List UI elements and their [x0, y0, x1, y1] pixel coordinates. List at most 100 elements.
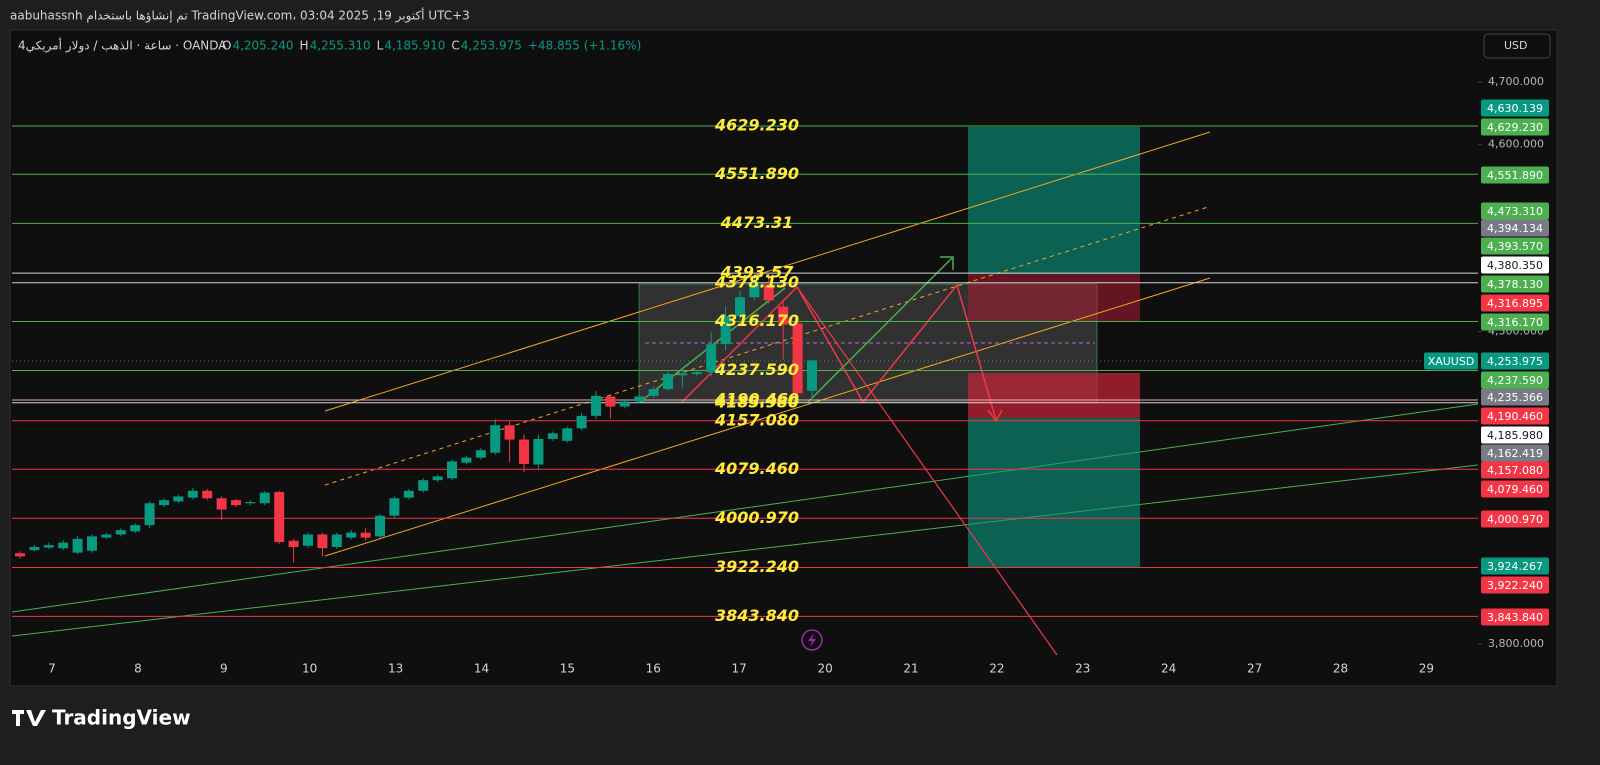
candle-body	[216, 498, 227, 510]
price-badge-label: 4,393.570	[1487, 240, 1543, 253]
event-icon[interactable]	[801, 629, 823, 651]
price-badge	[1481, 444, 1549, 462]
event-icon-bolt	[808, 633, 816, 647]
candle-body	[375, 515, 385, 537]
candle-body	[29, 546, 40, 551]
candle-body	[519, 439, 529, 464]
ohlc-legend: O 4,205.240 H 4,255.310 L 4,185.910 C 4,253.975…	[222, 39, 641, 53]
stop-zone	[968, 274, 1140, 322]
drawings	[11, 127, 1479, 656]
x-tick-label: 21	[903, 662, 918, 676]
x-tick-label: 22	[989, 662, 1004, 676]
wave-arrow	[681, 283, 997, 421]
candles	[15, 274, 817, 563]
price-badge	[1481, 576, 1549, 594]
candle-body	[389, 498, 400, 516]
x-tick-label: 20	[817, 662, 832, 676]
x-tick-label: 7	[48, 662, 56, 676]
price-badge-label: 4,253.975	[1487, 355, 1543, 368]
price-badge-label: 4,378.130	[1487, 278, 1543, 291]
candle-body	[72, 538, 83, 553]
candle-body	[43, 545, 54, 548]
currency-button[interactable]	[1483, 33, 1551, 59]
candle-body	[159, 500, 169, 506]
candle-body	[259, 492, 270, 504]
candle-body	[58, 542, 69, 549]
arrow-head	[940, 256, 954, 270]
candle-body	[360, 532, 371, 538]
trend-line	[11, 464, 1479, 637]
price-badge	[1481, 256, 1549, 274]
price-badge	[1481, 313, 1549, 331]
candle-body	[576, 415, 587, 429]
candle-body	[187, 490, 198, 498]
x-tick-label: 15	[560, 662, 575, 676]
target-zone	[968, 418, 1140, 568]
candle-body	[115, 530, 126, 535]
levels	[12, 125, 1478, 617]
candle-body	[202, 490, 213, 499]
candle-body	[231, 500, 241, 506]
y-tick-label: 4,600.000	[1488, 137, 1544, 150]
candle-body	[605, 396, 616, 407]
symbol: 4ساعة · الذهب / دولار أمريكي · OANDA	[18, 38, 227, 54]
x-tick-label: 27	[1247, 662, 1262, 676]
currency[interactable]: USD	[1504, 39, 1528, 52]
logo-mark	[12, 710, 46, 726]
level-label: 4629.230	[714, 116, 799, 135]
price-badge	[1481, 237, 1549, 255]
x-tick-label: 14	[474, 662, 489, 676]
candle-body	[778, 306, 789, 325]
candle-body	[461, 457, 472, 463]
x-tick-label: 13	[388, 662, 403, 676]
x-tick-label: 29	[1419, 662, 1434, 676]
ohlc-value: 4,185.910	[384, 39, 445, 53]
price-badge	[1481, 426, 1549, 444]
price-badge-label: 3,843.840	[1487, 611, 1543, 624]
ohlc-key: C	[451, 39, 459, 53]
price-badge-label: 4,000.970	[1487, 513, 1543, 526]
candle-body	[533, 438, 544, 465]
price-badge-label: 4,629.230	[1487, 121, 1543, 134]
candle-body	[591, 395, 601, 416]
price-badge	[1481, 461, 1549, 479]
projection-line	[796, 286, 1058, 656]
candle-body	[720, 315, 731, 345]
candle-body	[691, 372, 702, 375]
candle-body	[418, 480, 429, 491]
price-badge-label: 4,380.350	[1487, 259, 1543, 272]
level-label: 4378.130	[714, 272, 799, 291]
price-badge-label: 4,162.419	[1487, 447, 1543, 460]
candle-body	[403, 490, 414, 498]
price-badge-label: 4,316.170	[1487, 316, 1543, 329]
candle-body	[288, 540, 299, 547]
level-label: 4185.980	[714, 392, 799, 411]
price-badge-label: 4,394.134	[1487, 222, 1543, 235]
level-label: 4237.590	[714, 360, 799, 379]
channel-mid	[324, 206, 1209, 486]
level-label: 4157.080	[714, 410, 799, 429]
candle-body	[303, 534, 313, 546]
candle-body	[87, 536, 97, 551]
price-badge-label: 4,630.139	[1487, 102, 1543, 115]
price-badge-label: 4,473.310	[1487, 205, 1543, 218]
y-tick-label: 3,800.000	[1488, 637, 1544, 650]
ohlc-key: O	[222, 39, 231, 53]
symbol-badge	[1424, 352, 1478, 370]
price-badge	[1481, 99, 1549, 117]
candle-body	[173, 496, 184, 502]
candle-body	[144, 503, 155, 526]
candle-body	[792, 323, 803, 394]
y-tick-label: 4,700.000	[1488, 75, 1544, 88]
price-badge-label: 4,190.460	[1487, 410, 1543, 423]
level-label: 3922.240	[715, 557, 799, 576]
candle-body	[562, 428, 573, 441]
stop-zone	[968, 373, 1140, 418]
level-label: 4190.460	[714, 389, 799, 408]
level-label: 4473.31	[720, 213, 794, 232]
channel-line	[324, 277, 1211, 557]
price-badge-label: 3,922.240	[1487, 579, 1543, 592]
ohlc-key: H	[300, 39, 309, 53]
price-badge-label: 4,157.080	[1487, 464, 1543, 477]
level-label: 4000.970	[714, 508, 799, 527]
